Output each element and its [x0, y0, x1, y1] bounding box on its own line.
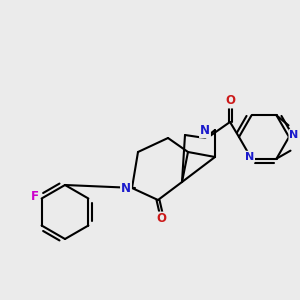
Text: F: F — [31, 190, 39, 203]
Text: O: O — [225, 94, 235, 107]
Text: N: N — [290, 130, 298, 140]
Text: N: N — [245, 152, 254, 162]
Text: O: O — [156, 212, 166, 226]
Text: N: N — [200, 124, 210, 137]
Text: N: N — [121, 182, 131, 194]
